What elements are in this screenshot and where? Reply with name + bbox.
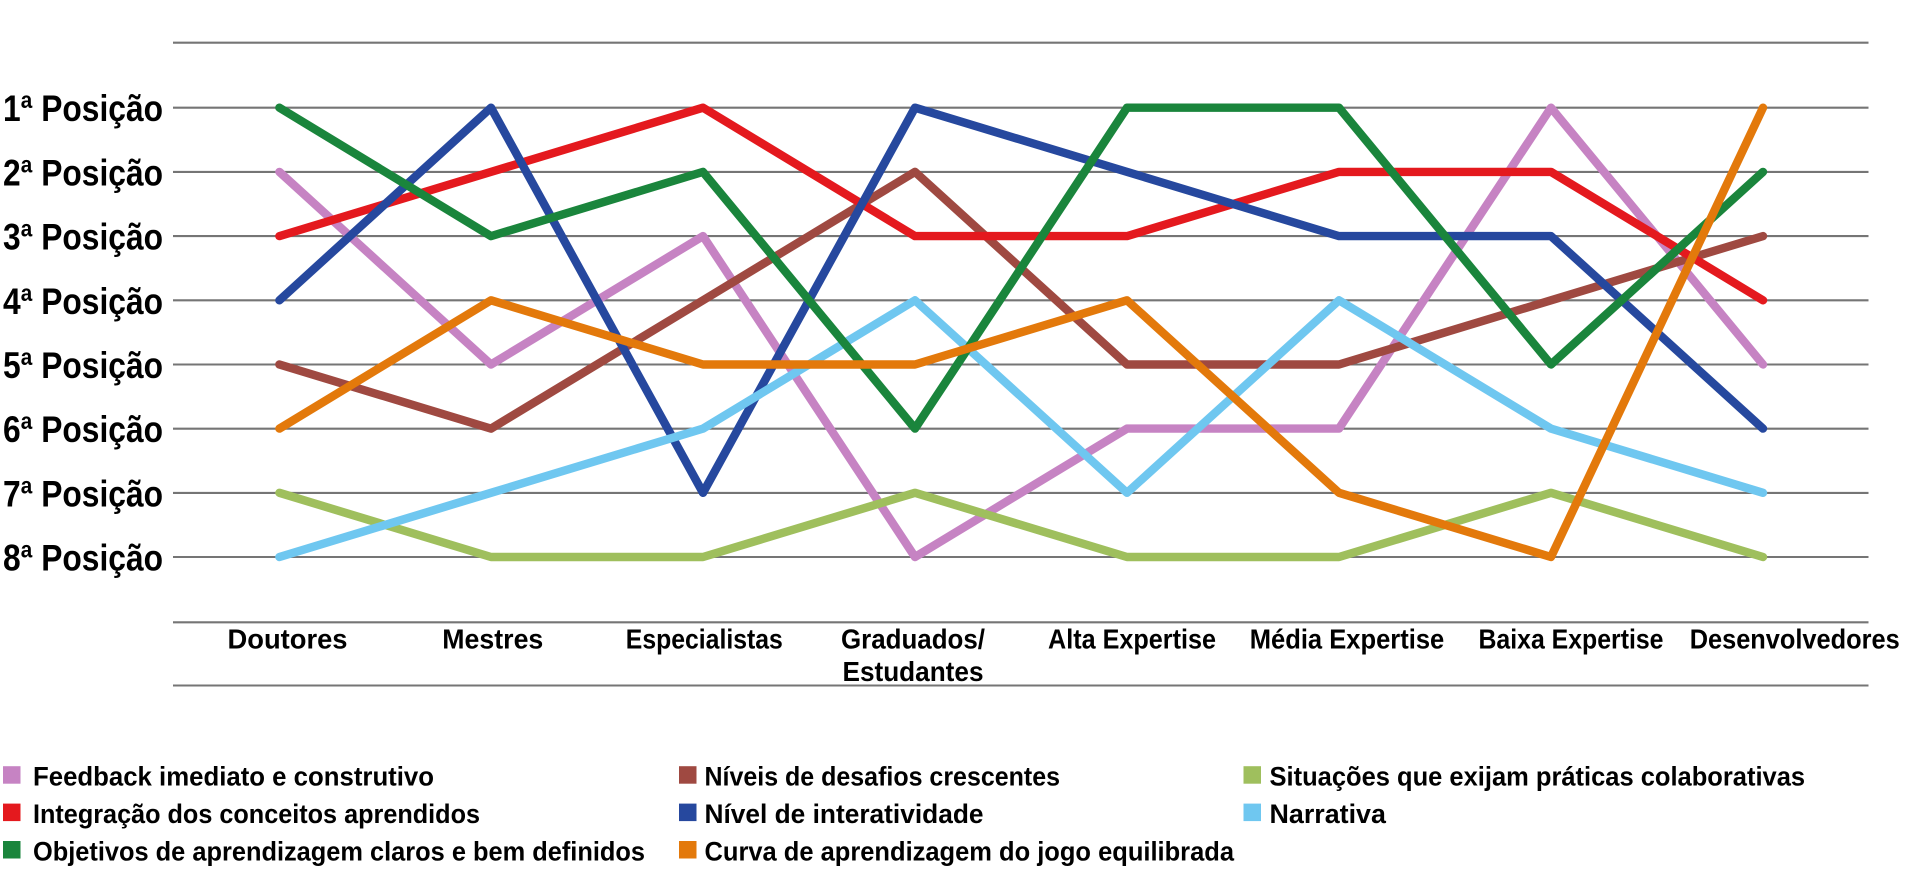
svg-text:2ª Posição: 2ª Posição	[3, 152, 163, 193]
svg-text:Curva de aprendizagem do jogo: Curva de aprendizagem do jogo equilibrad…	[705, 837, 1235, 867]
svg-text:6ª Posição: 6ª Posição	[3, 409, 163, 450]
svg-text:Níveis de desafios crescentes: Níveis de desafios crescentes	[705, 762, 1061, 792]
svg-text:Média Expertise: Média Expertise	[1250, 624, 1445, 655]
svg-text:Graduados/: Graduados/	[841, 624, 985, 655]
svg-text:Alta Expertise: Alta Expertise	[1048, 624, 1216, 655]
svg-text:1ª Posição: 1ª Posição	[3, 88, 163, 129]
svg-text:3ª Posição: 3ª Posição	[3, 217, 163, 258]
svg-text:7ª Posição: 7ª Posição	[3, 473, 163, 514]
svg-text:Doutores: Doutores	[228, 624, 348, 655]
svg-text:Baixa Expertise: Baixa Expertise	[1479, 624, 1664, 655]
svg-text:Integração dos conceitos apren: Integração dos conceitos aprendidos	[33, 799, 480, 829]
svg-text:5ª Posição: 5ª Posição	[3, 345, 163, 386]
svg-text:Especialistas: Especialistas	[626, 624, 783, 655]
svg-text:8ª Posição: 8ª Posição	[3, 538, 163, 579]
svg-text:Narrativa: Narrativa	[1270, 799, 1387, 829]
svg-text:Desenvolvedores: Desenvolvedores	[1690, 624, 1900, 655]
svg-text:Feedback imediato e construtiv: Feedback imediato e construtivo	[33, 762, 434, 792]
svg-text:Estudantes: Estudantes	[843, 656, 984, 687]
svg-text:Situações que exijam práticas: Situações que exijam práticas colaborati…	[1270, 762, 1806, 792]
svg-text:4ª Posição: 4ª Posição	[3, 281, 163, 322]
svg-text:Nível de interatividade: Nível de interatividade	[705, 799, 984, 829]
svg-text:Objetivos de aprendizagem clar: Objetivos de aprendizagem claros e bem d…	[33, 837, 645, 867]
svg-text:Mestres: Mestres	[442, 624, 543, 655]
